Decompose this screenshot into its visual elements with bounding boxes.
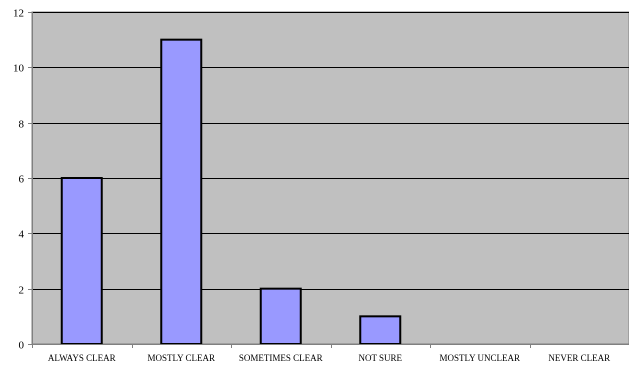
x-axis-labels: ALWAYS CLEAR MOSTLY CLEAR SOMETIMES CLEAR N… <box>32 344 610 363</box>
y-axis-ticks: 0 2 4 6 8 10 12 <box>13 8 32 352</box>
y-tick-label: 10 <box>13 63 25 75</box>
x-category-label: ALWAYS CLEAR <box>48 353 116 363</box>
bar <box>160 38 203 346</box>
y-tick-label: 0 <box>19 340 25 352</box>
bar <box>60 177 103 345</box>
y-tick-label: 8 <box>19 119 25 131</box>
y-tick-label: 12 <box>13 8 24 20</box>
x-category-label: NOT SURE <box>358 353 402 363</box>
axes <box>32 12 629 345</box>
y-tick-label: 4 <box>19 229 25 241</box>
gridlines <box>32 12 629 290</box>
x-category-label: SOMETIMES CLEAR <box>239 353 323 363</box>
y-tick-label: 2 <box>19 285 25 297</box>
bar <box>259 287 302 345</box>
bar <box>359 315 402 346</box>
x-category-label: MOSTLY UNCLEAR <box>439 353 520 363</box>
y-tick-label: 6 <box>19 174 25 186</box>
x-category-label: NEVER CLEAR <box>548 353 610 363</box>
x-category-label: MOSTLY CLEAR <box>147 353 215 363</box>
